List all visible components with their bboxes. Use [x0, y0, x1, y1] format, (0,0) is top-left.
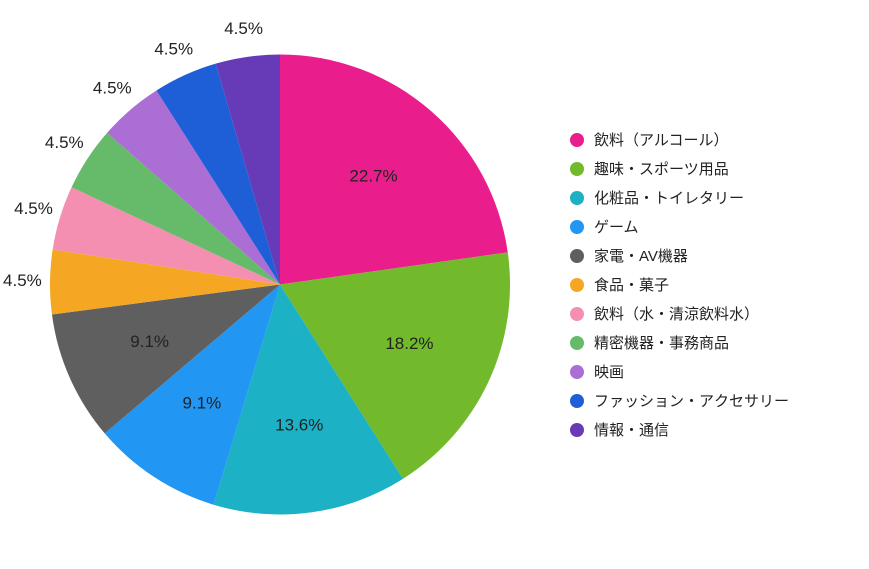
legend-label: 化粧品・トイレタリー — [594, 187, 744, 208]
legend-label: 食品・菓子 — [594, 274, 669, 295]
legend-swatch — [570, 307, 584, 321]
pie-slice-label: 18.2% — [385, 333, 433, 352]
legend-swatch — [570, 278, 584, 292]
legend-swatch — [570, 220, 584, 234]
legend-item: 精密機器・事務商品 — [570, 332, 789, 353]
legend-label: 飲料（アルコール） — [594, 129, 729, 150]
legend-swatch — [570, 365, 584, 379]
legend-swatch — [570, 423, 584, 437]
legend-label: 情報・通信 — [594, 419, 669, 440]
legend-item: 趣味・スポーツ用品 — [570, 158, 789, 179]
pie-slice-label: 4.5% — [154, 39, 193, 58]
legend-item: ゲーム — [570, 216, 789, 237]
pie-slice-label: 4.5% — [224, 18, 263, 37]
legend-label: 家電・AV機器 — [594, 245, 688, 266]
legend-item: ファッション・アクセサリー — [570, 390, 789, 411]
legend-item: 化粧品・トイレタリー — [570, 187, 789, 208]
legend: 飲料（アルコール） 趣味・スポーツ用品化粧品・トイレタリーゲーム家電・AV機器食品… — [560, 129, 789, 440]
legend-swatch — [570, 336, 584, 350]
pie-slice-label: 4.5% — [93, 78, 132, 97]
legend-item: 情報・通信 — [570, 419, 789, 440]
legend-swatch — [570, 394, 584, 408]
legend-label: 飲料（水・清涼飲料水） — [594, 303, 759, 324]
pie-slice-label: 22.7% — [349, 166, 397, 185]
legend-label: 趣味・スポーツ用品 — [594, 158, 729, 179]
legend-swatch — [570, 249, 584, 263]
pie-slice-label: 9.1% — [183, 393, 222, 412]
legend-label: ゲーム — [594, 216, 639, 237]
pie-chart-svg: 22.7% 18.2% 13.6% 9.1% 9.1% 4.5% 4.5% 4.5% 4.5% 4… — [0, 0, 560, 569]
legend-swatch — [570, 162, 584, 176]
pie-slice-label: 13.6% — [275, 415, 323, 434]
legend-label: 映画 — [594, 361, 624, 382]
legend-item: 飲料（水・清涼飲料水） — [570, 303, 789, 324]
pie-slice-label: 9.1% — [130, 331, 169, 350]
legend-item: 家電・AV機器 — [570, 245, 789, 266]
legend-swatch — [570, 191, 584, 205]
legend-label: 精密機器・事務商品 — [594, 332, 729, 353]
pie-slice-label: 4.5% — [3, 271, 42, 290]
legend-item: 食品・菓子 — [570, 274, 789, 295]
pie-slice-label: 4.5% — [14, 199, 53, 218]
pie-chart-container: 22.7% 18.2% 13.6% 9.1% 9.1% 4.5% 4.5% 4.5% 4.5% 4… — [0, 0, 869, 569]
legend-swatch — [570, 133, 584, 147]
legend-label: ファッション・アクセサリー — [594, 390, 789, 411]
pie-slice-label: 4.5% — [45, 133, 84, 152]
legend-item: 映画 — [570, 361, 789, 382]
legend-item: 飲料（アルコール） — [570, 129, 789, 150]
pie-chart-area: 22.7% 18.2% 13.6% 9.1% 9.1% 4.5% 4.5% 4.5% 4.5% 4… — [0, 0, 560, 569]
